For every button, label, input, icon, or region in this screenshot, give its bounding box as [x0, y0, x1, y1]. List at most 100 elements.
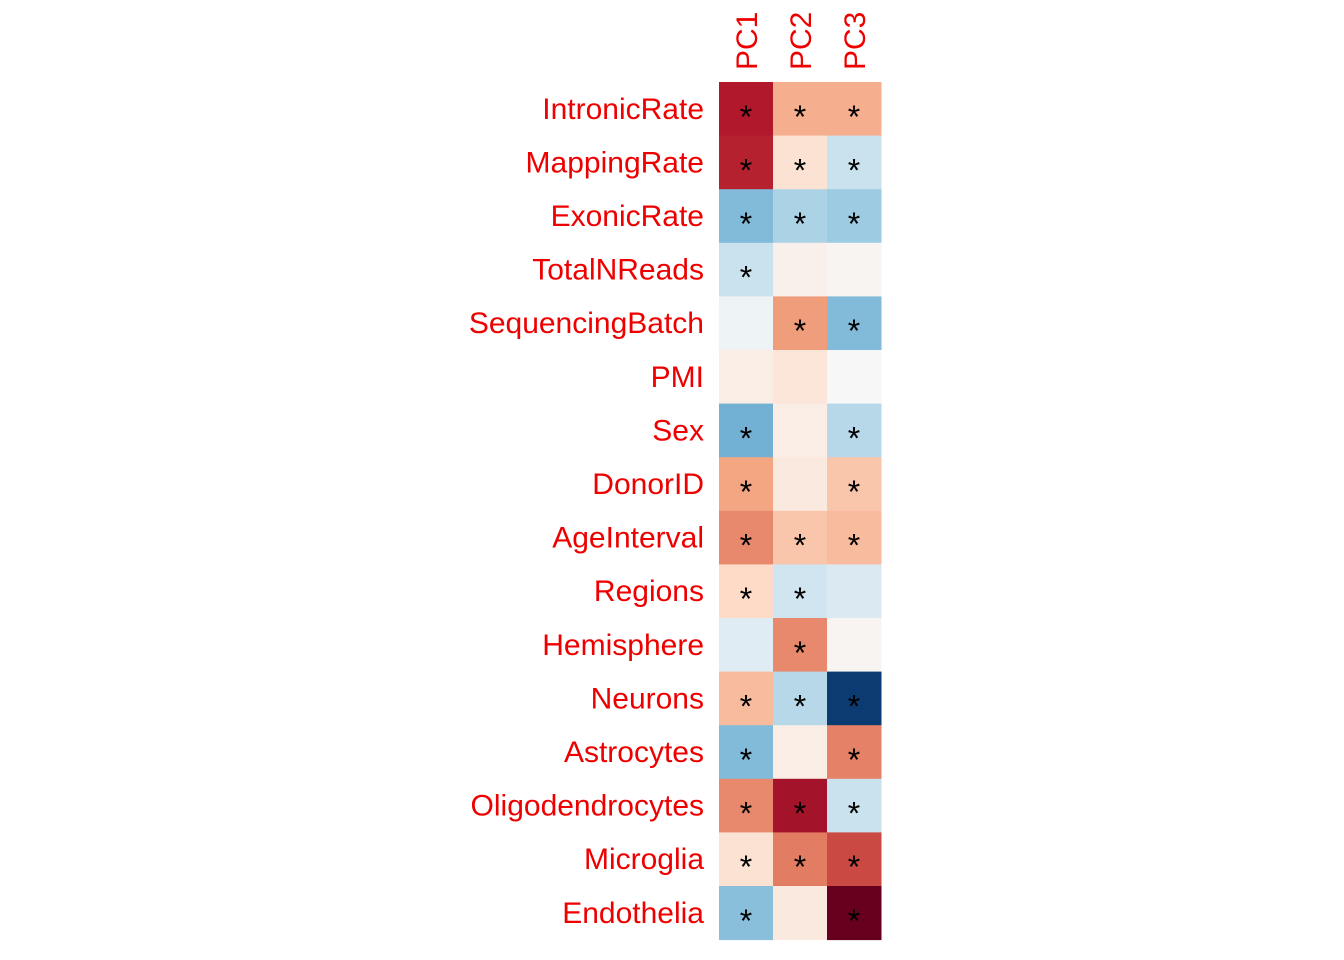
heatmap-cell-intronicrate-pc1 [719, 82, 774, 137]
heatmap-cell-pmi-pc2 [773, 350, 828, 405]
significance-marker-mappingrate-pc2: * [794, 152, 806, 188]
row-label-microglia: Microglia [584, 843, 704, 876]
heatmap-cell-mappingrate-pc2 [773, 135, 828, 190]
significance-marker-regions-pc2: * [794, 581, 806, 617]
heatmap-cell-microglia-pc3 [827, 832, 882, 887]
significance-marker-donorid-pc3: * [848, 474, 860, 510]
significance-marker-oligodendrocytes-pc2: * [794, 796, 806, 832]
significance-marker-sex-pc1: * [740, 420, 752, 456]
heatmap-cell-oligodendrocytes-pc3 [827, 778, 882, 833]
significance-marker-ageinterval-pc2: * [794, 528, 806, 564]
row-label-endothelia: Endothelia [562, 897, 704, 930]
heatmap-cell-sequencingbatch-pc2 [773, 296, 828, 351]
row-label-exonicrate: ExonicRate [551, 200, 704, 233]
heatmap-cell-totalnreads-pc2 [773, 242, 828, 297]
row-label-astrocytes: Astrocytes [564, 736, 704, 769]
heatmap-cell-donorid-pc2 [773, 457, 828, 512]
column-label-pc1: PC1 [731, 12, 764, 70]
significance-marker-oligodendrocytes-pc3: * [848, 796, 860, 832]
significance-marker-exonicrate-pc1: * [740, 206, 752, 242]
heatmap-cell-totalnreads-pc1 [719, 242, 774, 297]
heatmap-cell-neurons-pc3 [827, 671, 882, 726]
significance-marker-intronicrate-pc1: * [740, 99, 752, 135]
row-label-hemisphere: Hemisphere [542, 629, 704, 662]
heatmap-cell-totalnreads-pc3 [827, 242, 882, 297]
significance-markers: * * * * * * * * * * * * * * * * * * * * * * * * * * * * * * * * * * * [740, 99, 860, 939]
significance-marker-neurons-pc1: * [740, 688, 752, 724]
heatmap-cell-ageinterval-pc3 [827, 510, 882, 565]
significance-marker-regions-pc1: * [740, 581, 752, 617]
row-label-regions: Regions [594, 575, 704, 608]
heatmap-cell-endothelia-pc2 [773, 886, 828, 941]
significance-marker-astrocytes-pc1: * [740, 742, 752, 778]
column-label-pc3: PC3 [839, 12, 872, 70]
heatmap-cell-neurons-pc1 [719, 671, 774, 726]
significance-marker-sequencingbatch-pc2: * [794, 313, 806, 349]
significance-marker-mappingrate-pc3: * [848, 152, 860, 188]
significance-marker-astrocytes-pc3: * [848, 742, 860, 778]
heatmap-cell-regions-pc3 [827, 564, 882, 619]
heatmap-cell-sequencingbatch-pc1 [719, 296, 774, 351]
heatmap-cell-mappingrate-pc1 [719, 135, 774, 190]
significance-marker-donorid-pc1: * [740, 474, 752, 510]
heatmap-cell-endothelia-pc3 [827, 886, 882, 941]
heatmap-cell-oligodendrocytes-pc1 [719, 778, 774, 833]
heatmap-cell-microglia-pc1 [719, 832, 774, 887]
significance-marker-endothelia-pc1: * [740, 903, 752, 939]
heatmap-cell-ageinterval-pc2 [773, 510, 828, 565]
heatmap-cell-sequencingbatch-pc3 [827, 296, 882, 351]
significance-marker-ageinterval-pc3: * [848, 528, 860, 564]
significance-marker-microglia-pc3: * [848, 849, 860, 885]
significance-marker-intronicrate-pc3: * [848, 99, 860, 135]
row-label-mappingrate: MappingRate [526, 146, 704, 179]
heatmap-cell-mappingrate-pc3 [827, 135, 882, 190]
heatmap-cell-oligodendrocytes-pc2 [773, 778, 828, 833]
heatmap-cell-exonicrate-pc2 [773, 189, 828, 244]
heatmap-cell-sex-pc3 [827, 403, 882, 458]
heatmap-cell-hemisphere-pc1 [719, 618, 774, 673]
significance-marker-sequencingbatch-pc3: * [848, 313, 860, 349]
heatmap-cell-hemisphere-pc2 [773, 618, 828, 673]
heatmap-cell-microglia-pc2 [773, 832, 828, 887]
row-label-intronicrate: IntronicRate [542, 93, 704, 126]
row-label-sex: Sex [652, 414, 704, 447]
heatmap-cell-astrocytes-pc3 [827, 725, 882, 780]
significance-marker-totalnreads-pc1: * [740, 260, 752, 296]
column-label-pc2: PC2 [785, 12, 818, 70]
heatmap-cell-sex-pc2 [773, 403, 828, 458]
row-label-ageinterval: AgeInterval [552, 522, 704, 555]
row-label-totalnreads: TotalNReads [532, 254, 704, 287]
heatmap-cell-neurons-pc2 [773, 671, 828, 726]
heatmap-cell-ageinterval-pc1 [719, 510, 774, 565]
row-label-oligodendrocytes: Oligodendrocytes [471, 790, 704, 823]
heatmap-cell-pmi-pc1 [719, 350, 774, 405]
significance-marker-neurons-pc2: * [794, 688, 806, 724]
significance-marker-oligodendrocytes-pc1: * [740, 796, 752, 832]
significance-marker-neurons-pc3: * [848, 688, 860, 724]
heatmap-cell-endothelia-pc1 [719, 886, 774, 941]
heatmap-cell-exonicrate-pc1 [719, 189, 774, 244]
significance-marker-exonicrate-pc3: * [848, 206, 860, 242]
row-labels: IntronicRate MappingRate ExonicRate TotalNR… [469, 93, 705, 930]
heatmap-cell-sex-pc1 [719, 403, 774, 458]
significance-marker-exonicrate-pc2: * [794, 206, 806, 242]
heatmap-cell-regions-pc1 [719, 564, 774, 619]
column-labels: PC1 PC2 PC3 [731, 12, 872, 70]
row-label-neurons: Neurons [591, 682, 704, 715]
heatmap-cells [719, 82, 882, 941]
heatmap-cell-pmi-pc3 [827, 350, 882, 405]
row-label-sequencingbatch: SequencingBatch [469, 307, 704, 340]
heatmap-cell-intronicrate-pc2 [773, 82, 828, 137]
significance-marker-endothelia-pc3: * [848, 903, 860, 939]
significance-marker-mappingrate-pc1: * [740, 152, 752, 188]
heatmap-cell-astrocytes-pc1 [719, 725, 774, 780]
row-label-pmi: PMI [651, 361, 704, 394]
significance-marker-ageinterval-pc1: * [740, 528, 752, 564]
significance-marker-intronicrate-pc2: * [794, 99, 806, 135]
significance-marker-hemisphere-pc2: * [794, 635, 806, 671]
heatmap-cell-donorid-pc3 [827, 457, 882, 512]
heatmap-cell-hemisphere-pc3 [827, 618, 882, 673]
row-label-donorid: DonorID [592, 468, 704, 501]
significance-marker-sex-pc3: * [848, 420, 860, 456]
